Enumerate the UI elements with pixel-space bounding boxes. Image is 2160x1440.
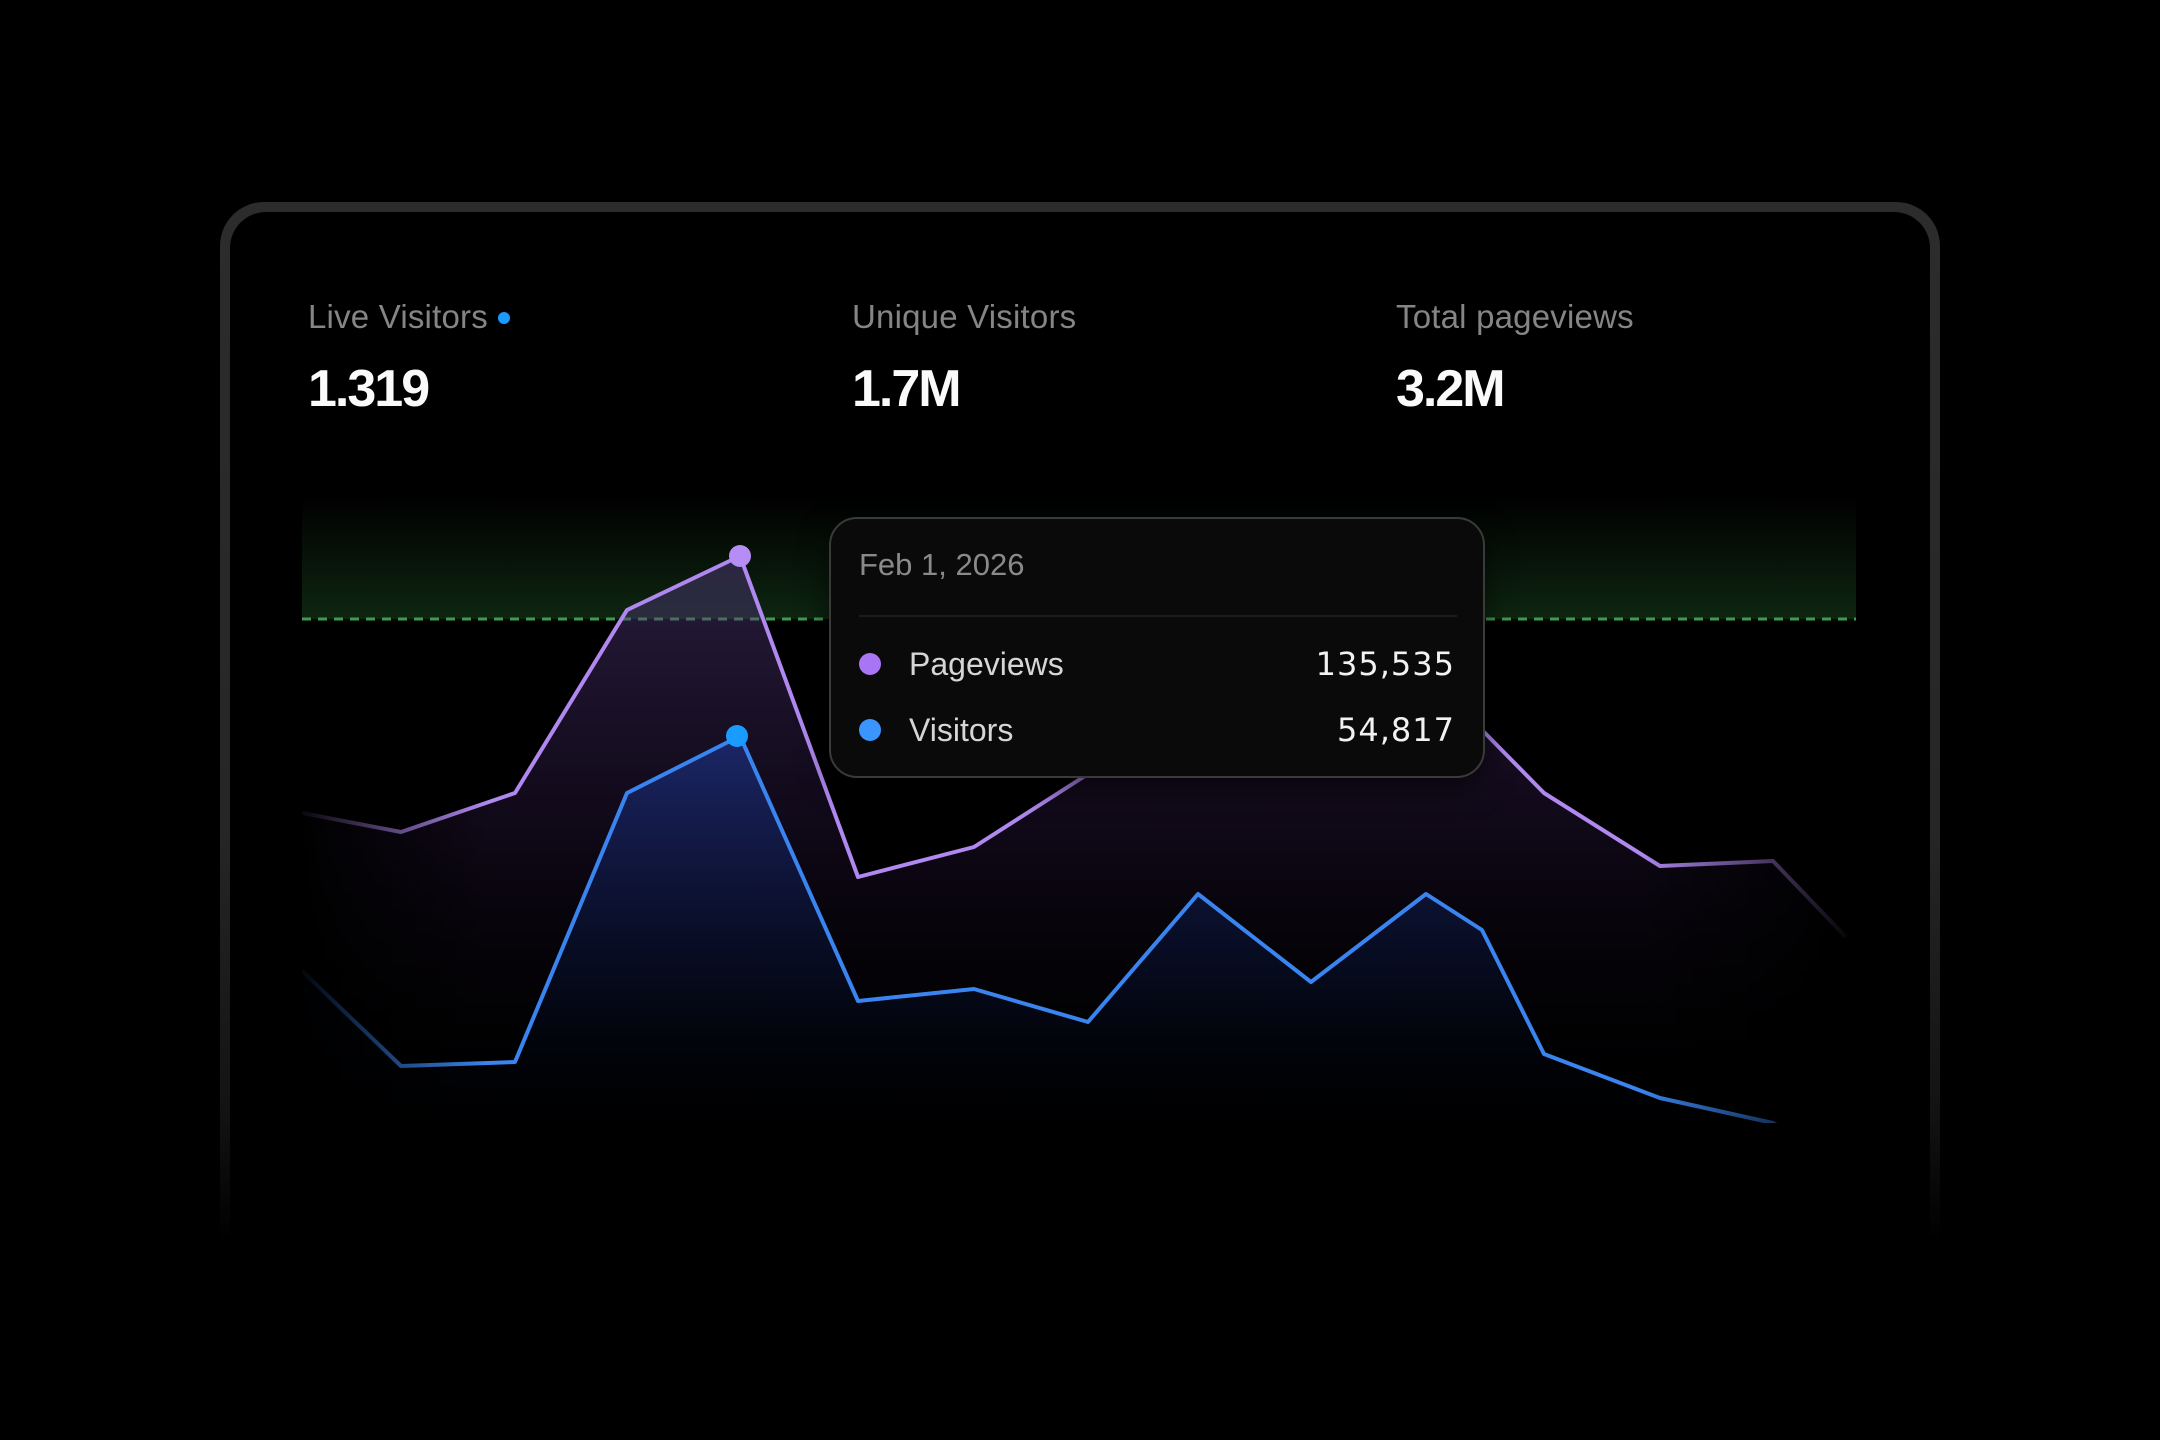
stat-label-wrap: Live Visitors [308, 297, 510, 337]
stat-value: 1.7M [852, 360, 962, 418]
visitors-hover-point[interactable] [726, 725, 748, 747]
tooltip-row-value: 54,817 [1337, 711, 1455, 749]
stat-value: 1.319 [308, 360, 430, 418]
visitors-legend-dot-icon [859, 719, 881, 741]
stat-label: Unique Visitors [852, 298, 1077, 335]
stat-value: 3.2M [1396, 360, 1506, 418]
tooltip-row-visitors: Visitors 54,817 [859, 707, 1455, 753]
tooltip-row-label: Pageviews [909, 645, 1064, 682]
tooltip-row-label: Visitors [909, 711, 1014, 748]
tooltip-row-value: 135,535 [1315, 645, 1455, 683]
chart-tooltip: Feb 1, 2026 Pageviews 135,535 Visitors 5… [829, 517, 1485, 778]
pageviews-legend-dot-icon [859, 653, 881, 675]
stat-live-visitors: Live Visitors 1.319 [308, 297, 510, 419]
tooltip-row-pageviews: Pageviews 135,535 [859, 641, 1455, 687]
tooltip-date: Feb 1, 2026 [859, 547, 1025, 582]
tooltip-divider [859, 615, 1457, 617]
visitors-line [302, 734, 1778, 1123]
stat-label: Total pageviews [1396, 298, 1634, 335]
pageviews-hover-point[interactable] [729, 545, 751, 567]
visitors-area [302, 736, 1846, 1123]
stat-unique-visitors: Unique Visitors 1.7M [852, 297, 1076, 419]
live-indicator-icon [497, 312, 510, 324]
stat-label: Live Visitors [308, 298, 488, 335]
stat-total-pageviews: Total pageviews 3.2M [1396, 297, 1634, 419]
